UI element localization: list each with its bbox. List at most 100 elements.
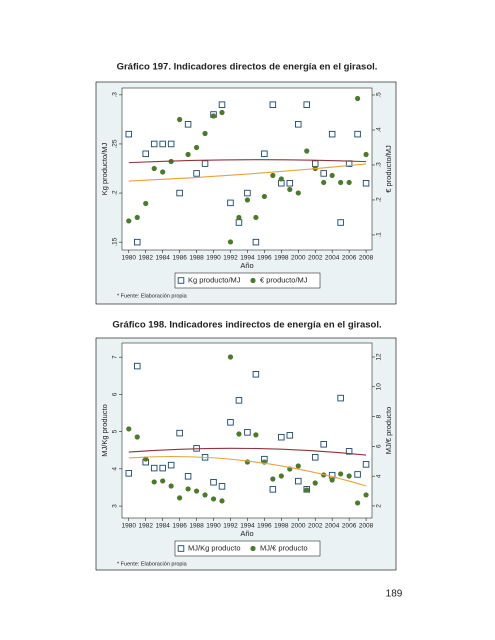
circle-point [312, 480, 318, 486]
square-point [134, 362, 141, 370]
legend-marker [250, 545, 256, 552]
circle-point [236, 431, 242, 437]
square-point [125, 470, 133, 477]
square-point [150, 464, 158, 472]
circle-point [193, 144, 200, 151]
square-point [218, 483, 226, 490]
circle-point [329, 477, 335, 483]
circle-point [185, 151, 191, 158]
square-point [218, 101, 226, 108]
x-tick-label: 1992 [223, 523, 238, 530]
circle-point [193, 488, 200, 494]
y2-tick-label: 12 [376, 353, 383, 361]
square-point [142, 150, 149, 158]
circle-point [354, 95, 361, 102]
circle-point [160, 169, 166, 175]
x-tick-label: 2008 [359, 523, 374, 530]
circle-point [143, 456, 149, 462]
square-point [286, 179, 294, 187]
square-point [184, 473, 192, 480]
square-point [184, 121, 192, 128]
x-tick-label: 2008 [359, 255, 374, 262]
x-tick-label: 1996 [257, 523, 272, 530]
y2-tick-label: .4 [376, 127, 383, 133]
square-point [303, 101, 310, 108]
y2-tick-label: .2 [376, 197, 383, 203]
square-point [311, 454, 319, 461]
legend-box [174, 540, 321, 557]
x-tick-label: 1998 [274, 255, 289, 262]
x-tick-label: 1994 [240, 255, 255, 262]
square-point [235, 397, 243, 404]
circle-point [126, 426, 132, 432]
circle-point [363, 151, 369, 158]
y-tick-label: .3 [112, 92, 119, 98]
square-point [176, 189, 183, 197]
circle-point [227, 354, 234, 360]
circle-point [253, 214, 259, 221]
fit-line [128, 159, 367, 164]
circle-point [354, 500, 361, 506]
circle-point [329, 172, 335, 179]
y-tick-label: .15 [112, 237, 119, 246]
square-point [134, 238, 141, 246]
y2-tick-label: 8 [376, 414, 383, 418]
square-point [345, 448, 353, 455]
square-point [261, 150, 268, 158]
x-tick-label: 1984 [155, 255, 170, 262]
circle-point [244, 197, 251, 203]
square-point [328, 130, 336, 138]
y-tick-label: 6 [112, 392, 119, 396]
square-point [167, 461, 175, 469]
x-tick-label: 2004 [325, 255, 340, 262]
square-point [286, 432, 294, 439]
square-point [125, 130, 133, 138]
x-tick-label: 1980 [122, 523, 137, 530]
circle-point [346, 473, 352, 479]
square-point [227, 419, 234, 426]
square-point [354, 471, 361, 478]
source-note: * Fuente: Elaboración propia [117, 293, 188, 299]
x-tick-label: 1986 [172, 255, 187, 262]
y2-tick-label: .5 [376, 92, 383, 98]
circle-point [278, 473, 284, 479]
x-tick-label: 1990 [206, 523, 221, 530]
y2-axis-label: MJ/€ producto [384, 407, 393, 455]
circle-point [295, 463, 301, 469]
x-tick-label: 2000 [291, 255, 306, 262]
square-point [362, 461, 370, 468]
legend-label: € producto/MJ [260, 275, 308, 284]
y-tick-label: 3 [112, 504, 119, 508]
square-point [210, 479, 217, 486]
circle-point [363, 492, 369, 498]
x-tick-label: 1982 [138, 255, 153, 262]
y-tick-label: .25 [112, 139, 119, 148]
square-point [295, 121, 302, 128]
legend-marker [177, 277, 185, 284]
circle-point [143, 200, 149, 207]
chart-title: Gráfico 197. Indicadores directos de ene… [117, 62, 378, 73]
circle-point [346, 179, 352, 186]
y-tick-label: .2 [112, 190, 119, 196]
y2-tick-label: .3 [376, 162, 383, 168]
y-tick-label: 4 [112, 467, 119, 471]
circle-point [304, 148, 310, 154]
legend-label: MJ/€ producto [260, 543, 308, 552]
x-tick-label: 2006 [342, 523, 357, 530]
circle-point [177, 116, 183, 123]
circle-point [338, 471, 344, 477]
square-point [278, 433, 285, 441]
x-tick-label: 1990 [206, 255, 221, 262]
x-axis-label: Año [240, 261, 253, 270]
square-point [159, 464, 166, 472]
x-tick-label: 1988 [189, 523, 204, 530]
plot-area [121, 87, 373, 251]
x-axis-label: Año [240, 529, 253, 538]
square-point [362, 179, 370, 187]
y-axis-label: Kg producto/MJ [100, 142, 109, 195]
x-tick-label: 2004 [325, 523, 340, 530]
x-tick-label: 1988 [189, 255, 204, 262]
square-point [201, 160, 209, 167]
circle-point [287, 186, 293, 193]
x-tick-label: 1992 [223, 255, 238, 262]
